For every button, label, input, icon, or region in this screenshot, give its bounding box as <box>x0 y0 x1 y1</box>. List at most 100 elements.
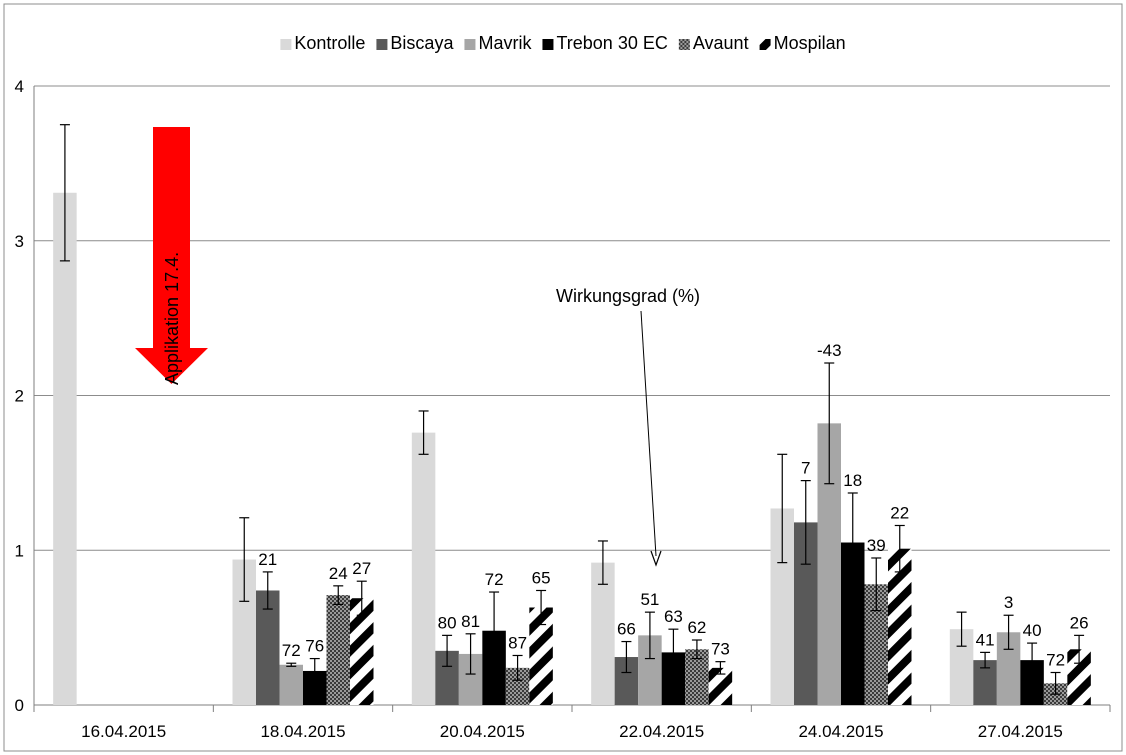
legend-entry: Trebon 30 EC <box>542 33 668 53</box>
bar-mavrik <box>279 664 303 705</box>
error-bar <box>715 661 726 675</box>
data-label: 40 <box>1023 621 1042 640</box>
legend-entry: Mospilan <box>759 33 846 53</box>
error-bar <box>442 634 453 667</box>
data-label: 51 <box>640 590 659 609</box>
legend-label: Avaunt <box>693 33 749 53</box>
data-label: 76 <box>305 637 324 656</box>
bar-mavrik <box>817 423 841 705</box>
bar-biscaya <box>973 660 997 705</box>
error-bars <box>59 124 1085 695</box>
legend-label: Mospilan <box>774 33 846 53</box>
bar-trebon-30-ec <box>303 670 327 705</box>
error-bar <box>1050 671 1061 695</box>
data-label: 26 <box>1070 613 1089 632</box>
data-label: 24 <box>329 564 348 583</box>
gridlines <box>34 85 1110 551</box>
error-bar <box>286 662 297 667</box>
bar-biscaya <box>614 657 639 705</box>
data-label: 18 <box>843 471 862 490</box>
data-label: 87 <box>508 633 527 652</box>
error-bar <box>644 611 655 660</box>
error-bar <box>333 585 344 606</box>
error-bar <box>489 591 500 671</box>
data-label: 81 <box>461 612 480 631</box>
legend-entry: Avaunt <box>678 33 749 53</box>
data-label: 62 <box>687 618 706 637</box>
bar-avaunt <box>685 649 709 705</box>
x-tick-label: 24.04.2015 <box>798 722 883 741</box>
data-label: 80 <box>438 613 457 632</box>
bar-kontrolle <box>770 508 794 705</box>
y-tick-label: 0 <box>15 696 24 715</box>
legend-swatch <box>376 39 388 50</box>
error-bar <box>956 611 967 647</box>
bar-mavrik <box>638 635 662 705</box>
bar-kontrolle <box>411 432 436 705</box>
legend-swatch <box>542 39 554 50</box>
bar-mospilan <box>529 607 553 705</box>
legend-entry: Mavrik <box>464 33 532 53</box>
error-bar <box>418 410 429 455</box>
data-label: 63 <box>664 607 683 626</box>
bar-kontrolle <box>591 562 615 705</box>
error-bar <box>871 557 882 612</box>
legend-label: Trebon 30 EC <box>556 33 667 53</box>
error-bar <box>824 362 835 485</box>
bar-mospilan <box>350 598 374 705</box>
legend-swatch <box>678 39 690 50</box>
error-bar <box>262 571 273 610</box>
y-tick-label: 1 <box>15 541 24 560</box>
bar-avaunt <box>864 584 888 705</box>
y-tick-label: 4 <box>15 77 24 96</box>
data-label: 3 <box>1004 593 1013 612</box>
bar-mavrik <box>996 632 1021 705</box>
data-label: 72 <box>282 641 301 660</box>
bar-mavrik <box>458 653 483 705</box>
legend-swatch <box>464 39 476 50</box>
bar-trebon-30-ec <box>1020 660 1044 705</box>
bar-trebon-30-ec <box>841 542 865 705</box>
y-tick-label: 2 <box>15 387 24 406</box>
data-label: 7 <box>801 459 810 478</box>
legend-swatch <box>280 39 292 50</box>
x-tick-label: 22.04.2015 <box>619 722 704 741</box>
legend: Kontrolle Biscaya Mavrik Trebon 30 EC Avaunt… <box>280 33 846 53</box>
data-label: 41 <box>976 630 995 649</box>
wirkungsgrad-annotation: Wirkungsgrad (%) <box>556 286 700 567</box>
error-bar <box>1074 634 1085 664</box>
data-label: 22 <box>890 503 909 522</box>
chart-frame <box>3 3 1123 752</box>
bar-biscaya <box>794 522 818 705</box>
data-label: 73 <box>711 640 730 659</box>
bar-kontrolle <box>53 192 77 706</box>
bar-mospilan <box>1067 649 1091 705</box>
error-bar <box>512 654 523 681</box>
legend-swatch <box>759 39 771 50</box>
error-bar <box>239 517 250 602</box>
error-bar <box>356 580 367 616</box>
bars <box>53 192 1091 706</box>
data-label: 21 <box>258 550 277 569</box>
error-bar <box>59 124 70 262</box>
error-bar <box>777 453 788 564</box>
x-tick-label: 20.04.2015 <box>440 722 525 741</box>
legend-entry: Kontrolle <box>280 33 365 53</box>
bar-biscaya <box>256 590 280 705</box>
error-bar <box>847 492 858 593</box>
error-bar <box>597 540 608 585</box>
bar-trebon-30-ec <box>661 652 686 705</box>
y-tick-label: 3 <box>15 232 24 251</box>
axes: 0 1 2 3 4 16.04.2015 18.04.2015 20.04.2015 22.04… <box>15 77 1111 741</box>
bar-kontrolle <box>232 559 256 705</box>
data-label: 72 <box>1046 651 1065 670</box>
legend-label: Kontrolle <box>294 33 365 53</box>
bar-biscaya <box>435 650 459 705</box>
error-bar <box>536 589 547 626</box>
error-bar <box>1027 642 1038 678</box>
x-tick-label: 27.04.2015 <box>978 722 1063 741</box>
error-bar <box>1003 614 1014 650</box>
